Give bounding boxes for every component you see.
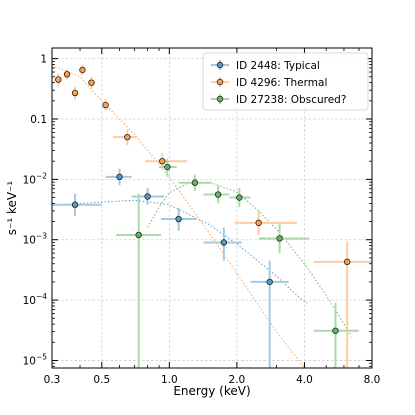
data-point: [191, 179, 199, 186]
data-point: [71, 89, 79, 97]
legend-entry-label: ID 2448: Typical: [236, 60, 320, 72]
data-point: [102, 101, 109, 109]
y-tick-label: 1: [40, 54, 47, 66]
data-point: [175, 215, 182, 223]
x-tick-label: 0.3: [44, 374, 61, 386]
data-point: [116, 173, 123, 181]
data-point: [124, 133, 131, 141]
y-axis-label: s⁻¹ keV⁻¹: [5, 181, 19, 236]
model-curve: [51, 64, 305, 369]
model-curve: [51, 199, 308, 304]
y-tick-label: 0.1: [30, 114, 47, 126]
data-point: [144, 193, 151, 200]
x-axis-label: Energy (keV): [173, 384, 250, 398]
data-point: [220, 239, 228, 246]
data-point: [343, 258, 351, 266]
data-point: [71, 201, 79, 208]
y-tick-label: 10−5: [23, 352, 48, 367]
x-tick-label: 1.0: [161, 374, 178, 386]
y-tick-label: 10−3: [23, 232, 48, 247]
x-tick-label: 2.0: [229, 374, 246, 386]
data-point: [276, 235, 283, 242]
data-point: [159, 157, 166, 165]
data-point: [236, 194, 243, 201]
data-points: [52, 64, 372, 368]
data-point: [79, 66, 86, 74]
y-tick-label: 10−4: [23, 292, 48, 307]
x-tick-label: 8.0: [364, 374, 381, 386]
data-point: [88, 79, 95, 86]
x-tick-label: 4.0: [296, 374, 313, 386]
data-point: [214, 191, 222, 198]
data-point: [255, 219, 262, 227]
legend-swatch-marker: [216, 61, 224, 69]
legend-swatch-marker: [216, 78, 224, 86]
data-point: [266, 278, 273, 286]
data-point: [55, 76, 62, 83]
legend-swatch-marker: [216, 95, 224, 103]
data-point: [63, 71, 71, 78]
legend: ID 2448: Typical ID 4296: Thermal ID 27238…: [202, 52, 369, 111]
data-point: [164, 163, 171, 171]
x-tick-label: 0.5: [93, 374, 110, 386]
model-curves: [51, 64, 353, 369]
legend-entry-label: ID 27238: Obscured?: [236, 94, 346, 106]
axis-ticks: 0.3 0.5 1.0 2.0 4.0 8.0 1 0.1 10−2 10−3 10−4 10−5: [23, 48, 381, 386]
plot-frame: [51, 47, 373, 369]
model-curve: [147, 181, 353, 337]
legend-box: [202, 52, 369, 111]
data-point: [332, 327, 339, 334]
legend-entry-label: ID 4296: Thermal: [236, 77, 327, 89]
y-tick-label: 10−2: [23, 171, 48, 186]
data-point: [135, 231, 142, 239]
